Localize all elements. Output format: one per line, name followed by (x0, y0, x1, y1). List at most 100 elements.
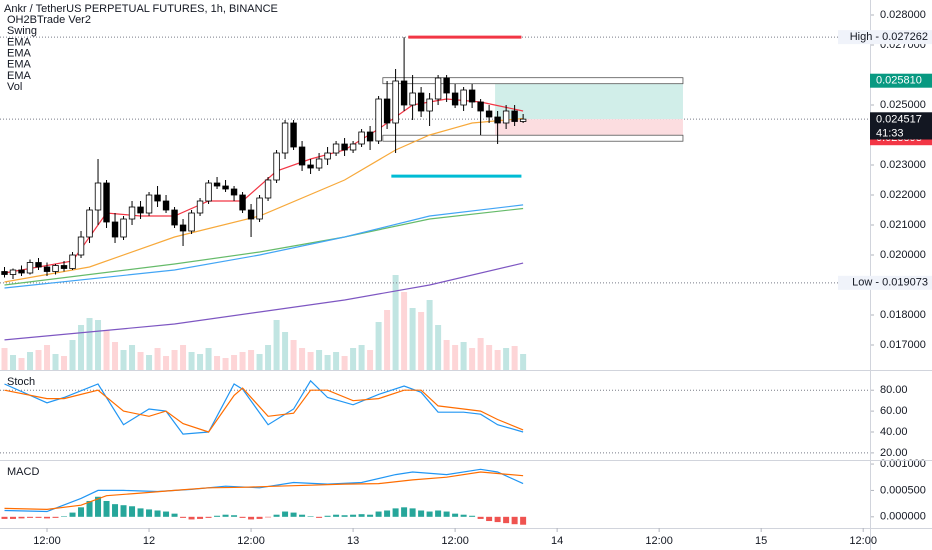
candle-body (18, 269, 25, 274)
volume-bar (256, 354, 263, 370)
x-tick-label: 12 (143, 535, 155, 547)
candle-body (409, 92, 416, 106)
indicator-label: Swing (7, 25, 37, 37)
chart-title: Ankr / TetherUS PERPETUAL FUTURES, 1h, B… (4, 3, 278, 15)
y-tick-label: 40.00 (880, 426, 908, 438)
volume-bar (477, 338, 484, 370)
volume-bar (409, 308, 416, 370)
labels: 12:00 12 12:00 13 12:00 14 12:00 15 12:00 Ankr / … (4, 3, 932, 547)
volume-bar (103, 330, 110, 370)
volume-bar (265, 345, 272, 370)
candle-body (111, 221, 119, 238)
histogram-bar (180, 516, 187, 518)
y-tick-label: 0.023000 (880, 159, 926, 171)
volume-bar (95, 320, 102, 370)
volume-bar (180, 345, 187, 370)
histogram-bar (18, 516, 25, 519)
volume-bar (350, 348, 357, 370)
volume-bar (469, 348, 476, 370)
volume-bar (214, 356, 221, 370)
candle-body (247, 209, 255, 220)
candle-body (9, 269, 17, 275)
volume-bar (205, 348, 212, 370)
volume-bar (239, 352, 246, 370)
plot: 0.0280000.0270000.0250000.0230000.022000… (1, 9, 926, 525)
histogram-bar (1, 516, 8, 519)
y-tick-label: 60.00 (880, 405, 908, 417)
price-label-box (870, 73, 932, 88)
y-tick-label: 0.000000 (880, 511, 926, 523)
histogram-bar (103, 500, 110, 517)
volume-bar (486, 345, 493, 370)
histogram-bar (367, 514, 374, 517)
histogram-bar (384, 510, 391, 517)
candle-body (154, 194, 161, 202)
x-tick-label: 12:00 (237, 535, 265, 547)
price-label-box (870, 112, 932, 127)
volume-bar (112, 342, 119, 370)
x-tick-label: 12:00 (33, 535, 61, 547)
ema-line (4, 117, 524, 283)
histogram-bar (290, 512, 297, 517)
volume-bar (307, 352, 314, 370)
candle-body (273, 152, 280, 181)
candle-body (375, 98, 382, 142)
y-tick-label: 0.025000 (880, 99, 926, 111)
candle-body (290, 122, 297, 148)
histogram-bar (443, 511, 450, 517)
volume-bar (35, 350, 42, 370)
volume-bar (299, 348, 306, 370)
y-tick-label: 0.018000 (880, 309, 926, 321)
histogram-bar (44, 516, 51, 519)
volume-bar (222, 358, 229, 370)
histogram-bar (469, 515, 476, 517)
histogram-bar (307, 516, 314, 517)
x-tick-label: 14 (551, 535, 563, 547)
level-label: Low - 0.019073 (852, 277, 928, 289)
histogram-bar (520, 516, 527, 525)
candle-body (341, 143, 348, 151)
x-tick-label: 12:00 (645, 535, 673, 547)
histogram-bar (494, 516, 501, 523)
candle-body (1, 271, 8, 275)
y-tick-label: 20.00 (880, 447, 908, 459)
level-label: High - 0.027262 (850, 31, 928, 43)
candle-body (239, 194, 246, 211)
candle-body (264, 179, 272, 199)
candle-body (281, 122, 289, 154)
candle-body (103, 182, 110, 223)
histogram-bar (265, 516, 272, 518)
candle-body (26, 262, 34, 274)
volume-bar (333, 352, 340, 370)
candle-body (468, 89, 476, 103)
volume-bar (61, 356, 68, 370)
volume-bar (273, 320, 280, 370)
volume-bar (511, 346, 518, 370)
x-tick-label: 13 (347, 535, 359, 547)
candle-body (77, 236, 85, 256)
histogram-bar (248, 516, 255, 520)
countdown-box (870, 126, 932, 140)
volume-bar (341, 356, 348, 370)
y-tick-label: 0.000500 (880, 484, 926, 496)
countdown: 41:33 (876, 127, 904, 139)
y-tick-label: 0.017000 (880, 339, 926, 351)
volume-bar (443, 340, 450, 370)
volume-bar (452, 345, 459, 370)
volume-bar (18, 358, 25, 370)
volume-bar (10, 355, 17, 370)
volume-bar (435, 325, 442, 370)
histogram-bar (154, 510, 161, 517)
volume-bar (69, 340, 76, 370)
candle-body (298, 146, 306, 166)
drawings (0, 35, 870, 454)
histogram-bar (358, 514, 365, 517)
volume-bar (520, 354, 527, 370)
candle-body (315, 158, 323, 169)
candle-body (332, 143, 340, 154)
y-tick-label: 0.028000 (880, 9, 926, 21)
histogram-bar (401, 507, 408, 517)
volume-bar (146, 355, 153, 370)
candle-body (120, 218, 127, 238)
